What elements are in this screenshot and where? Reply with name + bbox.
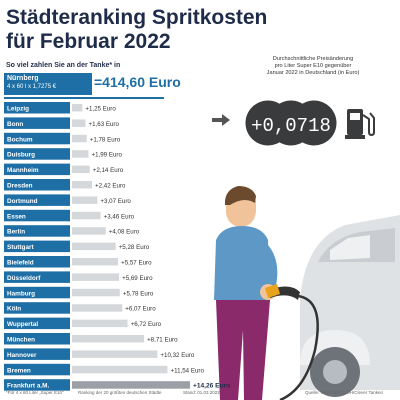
value-label: +3,07 Euro <box>100 198 131 205</box>
bar <box>72 242 116 251</box>
person-illustration <box>214 186 319 400</box>
city-label-box <box>4 348 70 360</box>
value-label: +1,25 Euro <box>85 106 116 113</box>
value-label: +8,71 Euro <box>147 337 178 344</box>
city-label-box <box>4 256 70 268</box>
city-label: Dresden <box>7 183 33 190</box>
city-label: Berlin <box>7 229 25 236</box>
city-label: Stuttgart <box>7 244 34 251</box>
value-label: +2,42 Euro <box>95 183 126 190</box>
city-label-box <box>4 102 70 114</box>
city-label: Bielefeld <box>7 260 34 267</box>
city-label: Köln <box>7 306 21 313</box>
price-change-display: +0,0718 <box>245 100 337 146</box>
value-label: +14,26 Euro <box>193 383 230 390</box>
city-label: Mannheim <box>7 167 39 174</box>
footer-ranking: Ranking der 20 größten deutschen Städte <box>78 390 162 395</box>
footer-date: Stand: 01.03.2022 <box>183 390 220 395</box>
value-label: +6,07 Euro <box>125 306 156 313</box>
value-label: +1,99 Euro <box>91 152 122 159</box>
title-line-1: Städteranking Spritkosten <box>6 6 268 29</box>
city-label-box <box>4 286 70 299</box>
value-label: +10,32 Euro <box>160 352 194 359</box>
subtitle: So viel zahlen Sie an der Tanke* in <box>6 62 121 69</box>
city-label-box <box>4 117 70 129</box>
bar <box>72 196 98 204</box>
city-label: Wuppertal <box>7 321 38 328</box>
city-label: Düsseldorf <box>7 275 41 282</box>
value-label: +5,28 Euro <box>119 244 150 251</box>
footer-source: Quelle: InfoRoad GmbH/Clever Tanken <box>305 390 383 395</box>
page-title: Städteranking Spritkosten für Februar 20… <box>6 6 267 54</box>
city-label: Bremen <box>7 367 31 374</box>
bar <box>72 150 89 158</box>
city-label-box <box>4 379 70 391</box>
city-label-box <box>4 132 70 145</box>
city-label: Leipzig <box>7 106 29 113</box>
bar <box>72 134 87 143</box>
bar <box>72 181 93 189</box>
title-line-2: für Februar 2022 <box>6 30 171 53</box>
arrow-right-icon <box>212 114 230 126</box>
city-label-box <box>4 148 70 160</box>
city-label-box <box>4 163 70 176</box>
car-illustration <box>300 215 400 397</box>
city-label: München <box>7 337 35 344</box>
price-change-value: +0,0718 <box>251 115 331 137</box>
city-label-box <box>4 194 70 206</box>
city-label: Hannover <box>7 352 37 359</box>
city-label-box <box>4 317 70 330</box>
price-change-description: Durchschnittliche Preisänderung pro Lite… <box>266 56 360 76</box>
value-label: +5,57 Euro <box>121 260 152 267</box>
fuel-pump-icon <box>345 109 375 139</box>
bar <box>72 227 106 235</box>
city-label: Bonn <box>7 121 23 128</box>
bar <box>72 273 120 281</box>
city-label-box <box>4 333 70 345</box>
city-label-box <box>4 363 70 376</box>
value-label: +5,69 Euro <box>122 275 153 282</box>
bar <box>72 104 83 112</box>
value-label: +3,46 Euro <box>104 213 135 220</box>
city-label-box <box>4 271 70 283</box>
bar <box>72 350 158 358</box>
nuernberg-total: =414,60 Euro <box>94 74 181 90</box>
value-label: +6,72 Euro <box>131 321 162 328</box>
city-label: Frankfurt a.M. <box>7 383 49 390</box>
bar <box>72 258 119 266</box>
nuernberg-box: Nürnberg 4 x 60 l x 1,7275 € <box>4 73 92 95</box>
nuernberg-formula: 4 x 60 l x 1,7275 € <box>7 84 57 90</box>
bar <box>72 335 145 343</box>
city-label-box <box>4 179 70 191</box>
city-label: Essen <box>7 213 26 220</box>
city-label: Duisburg <box>7 152 35 159</box>
value-label: +1,78 Euro <box>90 136 121 143</box>
city-label: Dortmund <box>7 198 38 205</box>
bar <box>72 119 86 127</box>
city-label: Bochum <box>7 136 33 143</box>
divider <box>4 97 164 99</box>
city-label: Hamburg <box>7 290 35 297</box>
value-label: +5,78 Euro <box>123 290 154 297</box>
bar <box>72 319 128 328</box>
footer-note: *Für 4 x 60 Liter „Super E10" <box>6 390 64 395</box>
value-label: +11,54 Euro <box>170 367 204 374</box>
nuernberg-city: Nürnberg <box>7 75 39 82</box>
bar <box>72 211 101 220</box>
bar <box>72 365 168 374</box>
bar <box>72 304 123 312</box>
value-label: +1,63 Euro <box>88 121 119 128</box>
value-label: +4,08 Euro <box>109 229 140 236</box>
city-label-box <box>4 302 70 314</box>
city-label-box <box>4 240 70 253</box>
bar <box>72 381 190 389</box>
bar <box>72 288 120 297</box>
value-label: +2,14 Euro <box>93 167 124 174</box>
city-label-box <box>4 225 70 237</box>
city-label-box <box>4 209 70 222</box>
bar <box>72 165 90 174</box>
